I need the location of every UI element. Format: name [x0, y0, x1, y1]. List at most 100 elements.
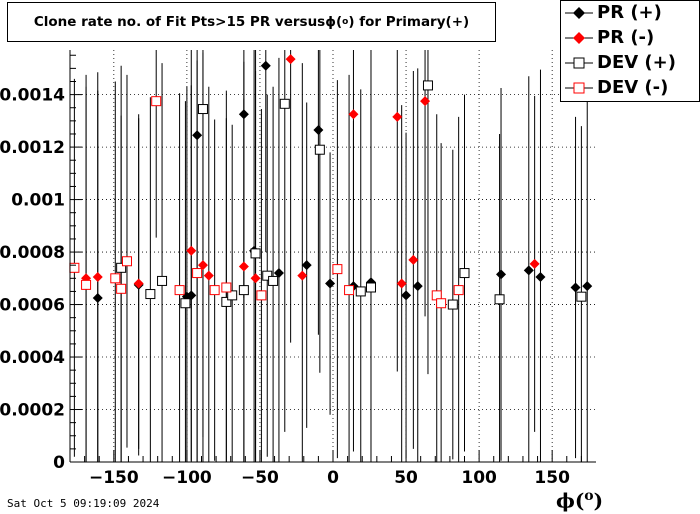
- data-point-square: [453, 285, 464, 296]
- data-point-diamond: [396, 278, 407, 289]
- data-point-square: [192, 268, 203, 279]
- data-markers: [69, 54, 593, 310]
- x-tick-label: 50: [394, 468, 418, 488]
- data-point-diamond: [570, 282, 581, 293]
- data-point-diamond: [301, 260, 312, 271]
- title-degree: o: [342, 17, 349, 27]
- tick-labels: −150 −100 −50 0 50 100 150 0 0.0002 0.0004 0.0006 0…: [0, 86, 570, 488]
- data-point-square: [116, 262, 127, 273]
- data-point-diamond: [133, 278, 144, 289]
- data-point-diamond: [297, 270, 308, 281]
- data-point-square: [422, 80, 433, 91]
- data-point-diamond: [260, 60, 271, 71]
- data-point-square: [332, 264, 343, 275]
- title-main: Clone rate no. of Fit Pts>15 PR versus: [33, 14, 326, 30]
- data-point-diamond: [192, 130, 203, 141]
- data-point-diamond: [401, 290, 412, 301]
- legend-label-dev-plus: DEV (+): [597, 52, 676, 73]
- y-tick-label: 0.001: [11, 191, 65, 211]
- x-tick-label: −50: [241, 468, 279, 488]
- data-point-square: [459, 268, 470, 279]
- data-point-square: [365, 282, 376, 293]
- data-point-square: [221, 282, 232, 293]
- data-point-square: [145, 289, 156, 300]
- legend-label-pr-minus: PR (-): [597, 27, 655, 48]
- data-point-square: [576, 291, 587, 302]
- x-tick-label: −150: [89, 468, 139, 488]
- y-tick-label: 0.0014: [0, 86, 65, 106]
- data-point-diamond: [203, 270, 214, 281]
- data-point-square: [494, 294, 505, 305]
- x-tick-label: 150: [534, 468, 570, 488]
- grid-lines: [70, 50, 596, 462]
- data-point-square: [314, 144, 325, 155]
- data-point-square: [268, 275, 279, 286]
- legend-label-pr-plus: PR (+): [597, 2, 662, 23]
- chart-title: Clone rate no. of Fit Pts>15 PR versus ϕ…: [7, 2, 496, 42]
- data-point-diamond: [420, 96, 431, 107]
- data-point-diamond: [250, 273, 261, 284]
- axes: [69, 50, 596, 463]
- data-point-diamond: [92, 292, 103, 303]
- legend-marker-pr-minus: [565, 32, 593, 44]
- data-point-diamond: [186, 290, 197, 301]
- data-point-diamond: [285, 54, 296, 65]
- data-point-square: [180, 298, 191, 309]
- legend-label-dev-minus: DEV (-): [597, 77, 669, 98]
- data-point-diamond: [392, 111, 403, 122]
- legend-marker-dev-plus: [565, 57, 593, 69]
- data-point-square: [116, 283, 127, 294]
- data-point-square: [447, 299, 458, 310]
- data-point-diamond: [238, 261, 249, 272]
- y-tick-label: 0: [53, 453, 65, 473]
- legend-entry-dev-plus: DEV (+): [561, 51, 699, 75]
- data-point-square: [238, 285, 249, 296]
- data-point-diamond: [325, 278, 336, 289]
- data-point-diamond: [313, 125, 324, 136]
- error-bars: [73, 50, 588, 462]
- data-point-square: [256, 290, 267, 301]
- x-axis-phi: ϕ(: [556, 488, 585, 513]
- x-axis-label: ϕ(o): [556, 488, 603, 513]
- data-point-diamond: [496, 269, 507, 280]
- data-point-square: [250, 248, 261, 259]
- data-point-diamond: [408, 254, 419, 265]
- y-tick-label: 0.0004: [0, 348, 65, 368]
- y-tick-label: 0.0008: [0, 243, 65, 263]
- title-tail: ) for Primary(+): [348, 14, 470, 30]
- datestamp: Sat Oct 5 09:19:09 2024: [7, 497, 160, 510]
- data-point-diamond: [92, 271, 103, 282]
- data-point-square: [355, 286, 366, 297]
- data-point-diamond: [186, 245, 197, 256]
- data-point-diamond: [535, 271, 546, 282]
- x-tick-label: −100: [162, 468, 212, 488]
- legend-marker-pr-plus: [565, 7, 593, 19]
- data-point-diamond: [529, 258, 540, 269]
- x-tick-label: 100: [461, 468, 497, 488]
- y-tick-label: 0.0006: [0, 296, 65, 316]
- x-axis-degree: o: [584, 488, 594, 504]
- data-point-square: [197, 104, 208, 115]
- data-point-square: [344, 285, 355, 296]
- data-point-square: [81, 279, 92, 290]
- y-tick-label: 0.0012: [0, 138, 65, 158]
- legend-entry-pr-minus: PR (-): [561, 26, 699, 50]
- x-tick-label: 0: [327, 468, 339, 488]
- data-point-diamond: [348, 109, 359, 120]
- legend-marker-dev-minus: [565, 82, 593, 94]
- data-point-square: [262, 270, 273, 281]
- data-point-diamond: [238, 109, 249, 120]
- data-point-square: [209, 285, 220, 296]
- legend-entry-dev-minus: DEV (-): [561, 76, 699, 100]
- data-point-square: [121, 256, 132, 267]
- data-point-square: [151, 96, 162, 107]
- data-point-diamond: [582, 281, 593, 292]
- data-point-diamond: [197, 260, 208, 271]
- data-point-square: [110, 273, 121, 284]
- data-point-square: [227, 290, 238, 301]
- data-point-square: [157, 275, 168, 286]
- title-phi: ϕ(: [325, 14, 343, 30]
- legend-entry-pr-plus: PR (+): [561, 1, 699, 25]
- data-point-diamond: [412, 281, 423, 292]
